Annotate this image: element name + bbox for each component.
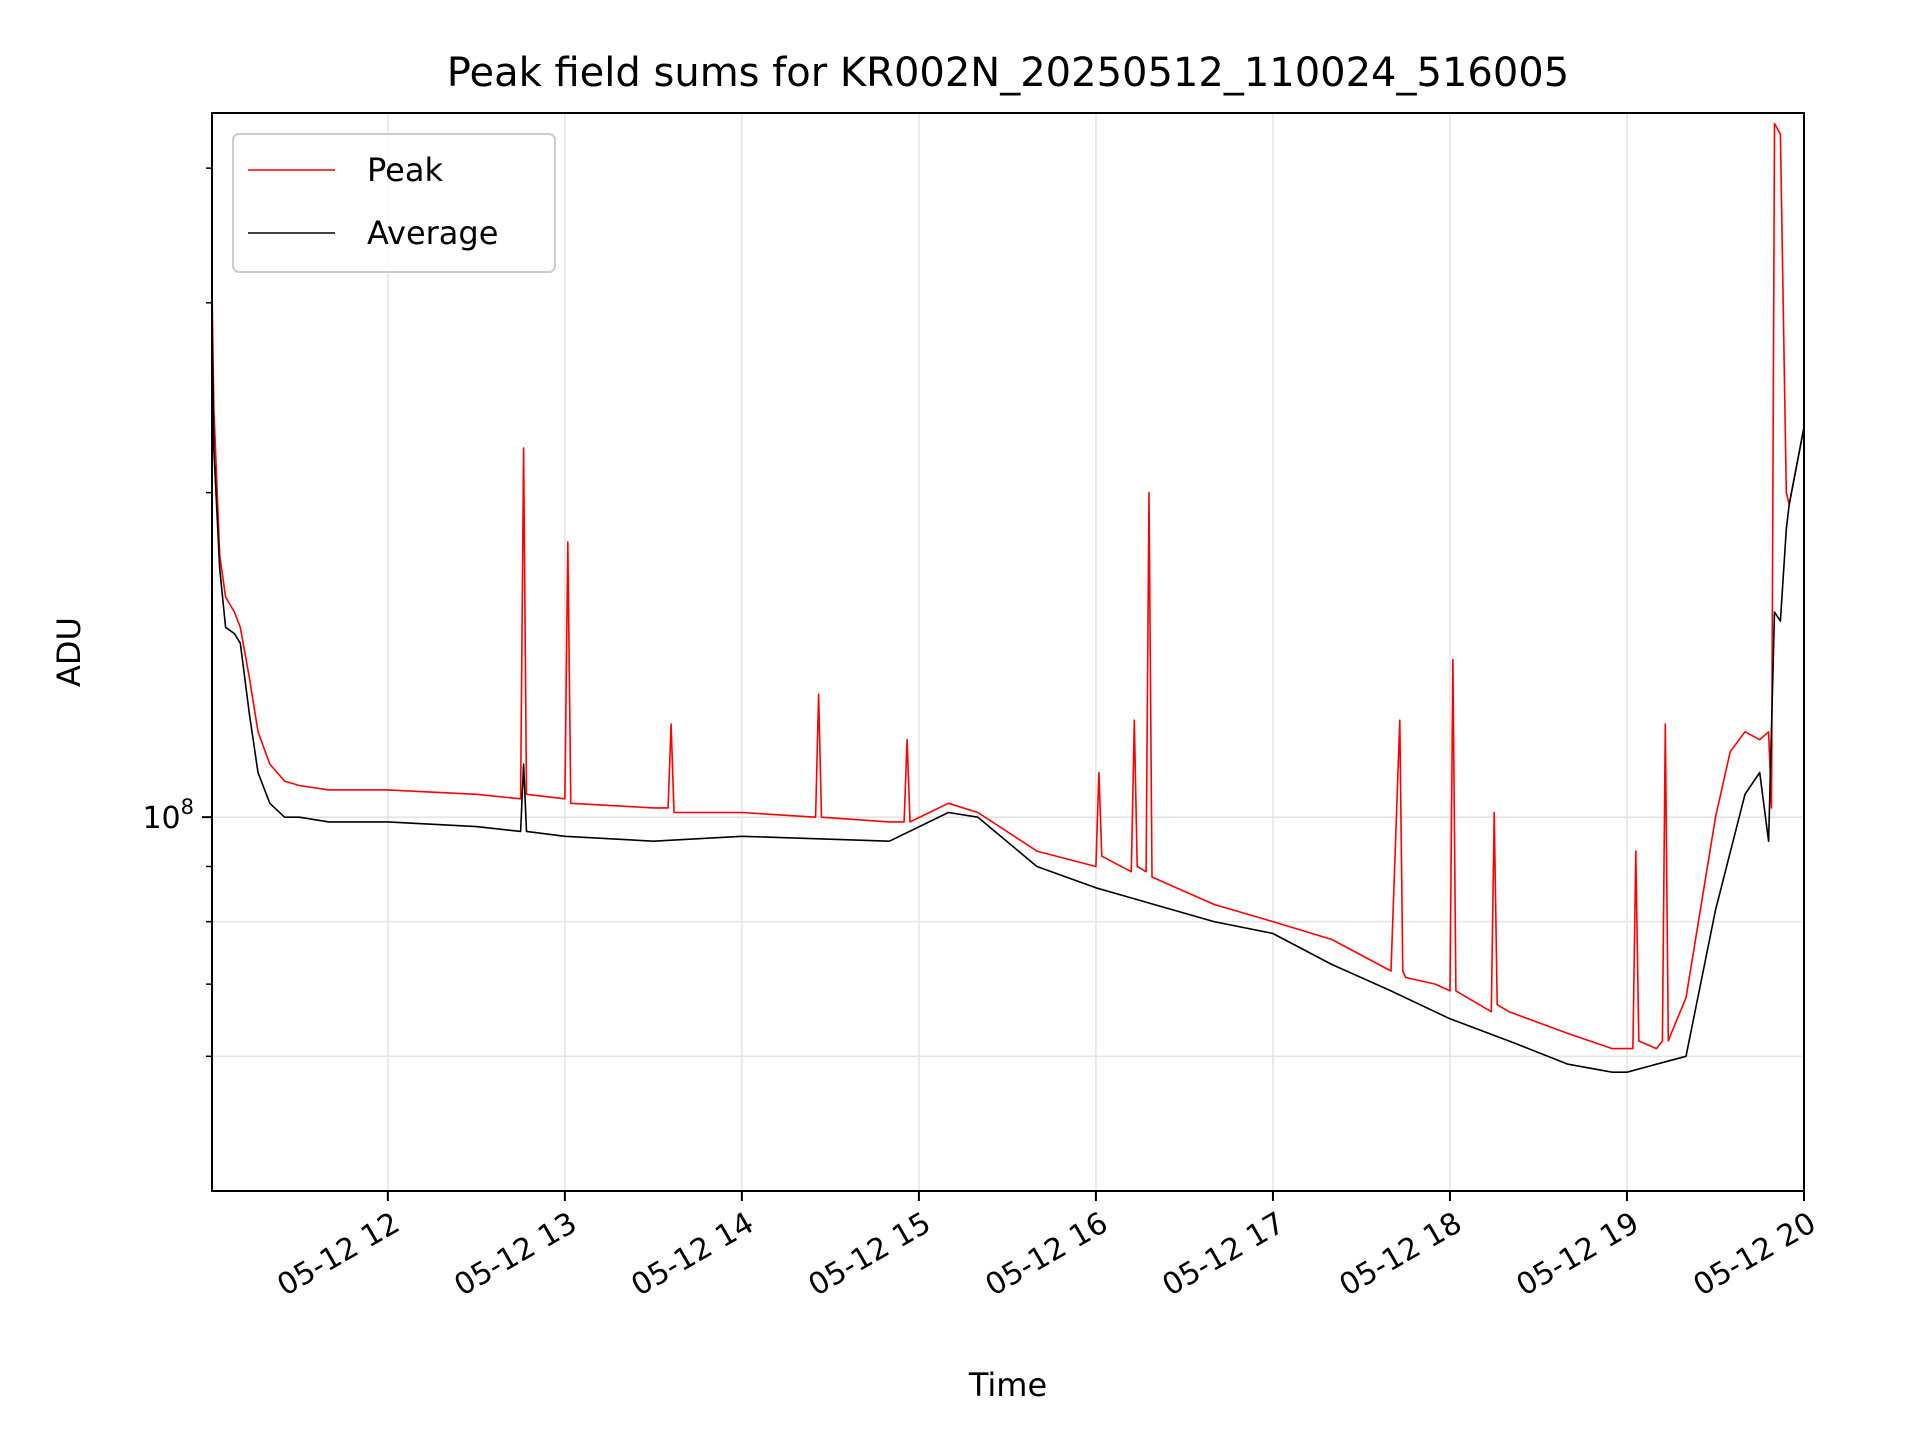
legend-peak-label: Peak [367,151,443,189]
y-tick-label: 108 [142,795,194,836]
legend: Peak Average [232,133,556,273]
series-line-average [211,318,1805,1073]
legend-average-label: Average [367,214,498,252]
legend-box [232,133,556,273]
series-layer [211,122,1805,1073]
series-line-peak [211,122,1805,1050]
y-tick-label-base: 10 [142,801,180,836]
plot-frame [211,112,1805,1192]
x-axis-label: Time [968,1366,1047,1404]
y-tick-label-exponent: 8 [181,795,194,819]
chart-title: Peak field sums for KR002N_20250512_1100… [447,50,1569,96]
y-axis-label: ADU [50,617,88,687]
y-axis: 108 [142,167,212,1058]
